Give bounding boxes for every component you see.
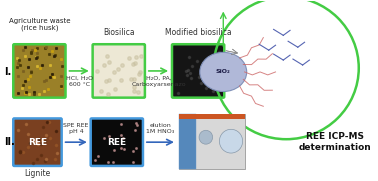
- Text: Biosilica: Biosilica: [103, 28, 135, 37]
- Text: II.: II.: [5, 137, 15, 147]
- Circle shape: [219, 129, 243, 153]
- Text: REE ICP-MS
determination: REE ICP-MS determination: [298, 132, 371, 152]
- FancyBboxPatch shape: [93, 44, 145, 98]
- FancyBboxPatch shape: [172, 44, 224, 98]
- Circle shape: [199, 130, 213, 144]
- Text: elution
1M HNO₃: elution 1M HNO₃: [146, 123, 175, 134]
- FancyBboxPatch shape: [91, 118, 143, 166]
- Text: I.: I.: [5, 67, 12, 77]
- Text: REE: REE: [107, 138, 126, 147]
- FancyBboxPatch shape: [179, 114, 245, 119]
- Text: Modified biosilica: Modified biosilica: [165, 28, 231, 37]
- FancyBboxPatch shape: [13, 118, 62, 166]
- FancyBboxPatch shape: [179, 114, 196, 169]
- Text: REE: REE: [28, 138, 47, 147]
- FancyBboxPatch shape: [13, 44, 65, 98]
- Text: H₂O, PA,
Carboxyarsenazo: H₂O, PA, Carboxyarsenazo: [131, 76, 186, 87]
- Text: Agriculture waste
(rice husk): Agriculture waste (rice husk): [9, 18, 70, 31]
- Ellipse shape: [200, 52, 247, 92]
- Text: SPE REE
pH 4: SPE REE pH 4: [64, 123, 89, 134]
- Text: SiO₂: SiO₂: [216, 70, 231, 74]
- Text: Lignite: Lignite: [24, 169, 51, 178]
- FancyBboxPatch shape: [179, 114, 245, 169]
- Text: HCl, H₂O
600 °C: HCl, H₂O 600 °C: [65, 76, 93, 87]
